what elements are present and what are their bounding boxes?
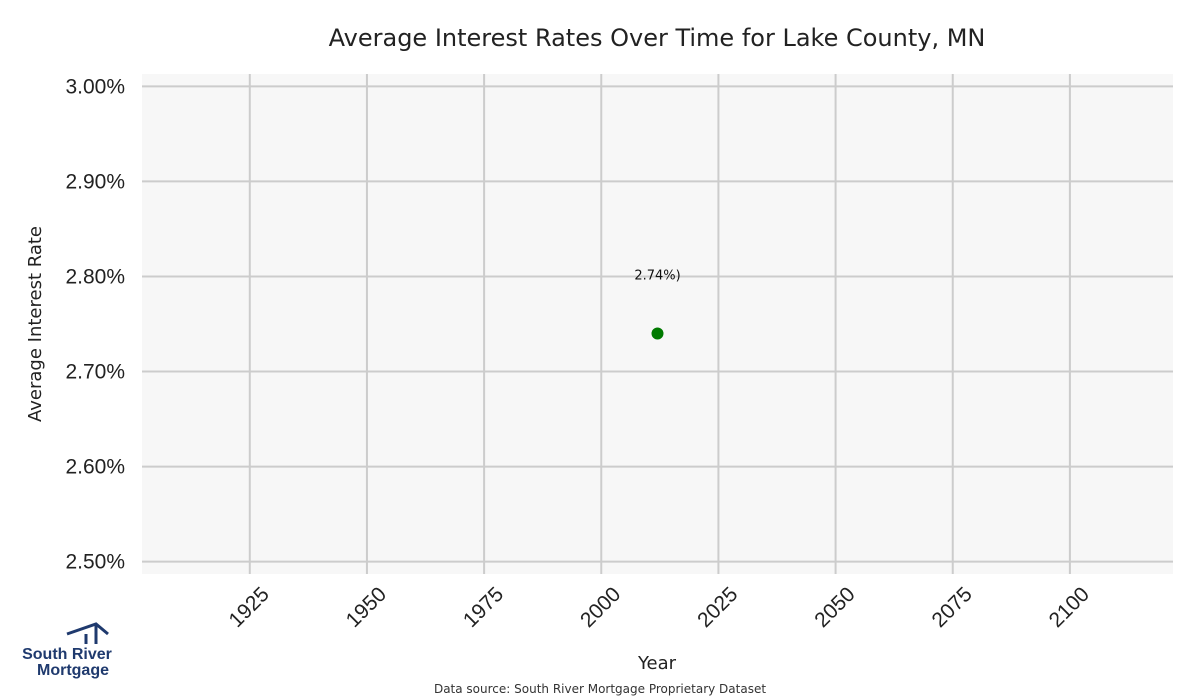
data-points: 2.74%): [634, 269, 681, 340]
grid-lines: [142, 74, 1173, 574]
y-tick-label: 2.90%: [65, 170, 125, 193]
y-axis-ticks: 2.50% 2.60% 2.70% 2.80% 2.90% 3.00%: [65, 75, 125, 573]
data-source-note: Data source: South River Mortgage Propri…: [434, 682, 766, 696]
logo-line-2: Mortgage: [37, 662, 109, 679]
y-tick-label: 2.60%: [65, 456, 125, 479]
x-tick-label: 2100: [1045, 583, 1094, 632]
x-axis-ticks: 1925 1950 1975 2000 2025 2050 2075 2100: [225, 583, 1094, 632]
x-axis-label: Year: [637, 653, 677, 674]
logo-line-1: South River: [22, 646, 112, 663]
x-tick-label: 1950: [342, 583, 391, 632]
data-point: [651, 327, 664, 340]
y-tick-label: 2.70%: [65, 361, 125, 384]
y-tick-label: 2.50%: [65, 551, 125, 574]
y-tick-label: 3.00%: [65, 75, 125, 98]
chart-title: Average Interest Rates Over Time for Lak…: [329, 24, 986, 52]
x-tick-label: 1925: [225, 583, 274, 632]
x-tick-label: 1975: [459, 583, 508, 632]
y-axis-label: Average Interest Rate: [25, 226, 46, 422]
house-roof-icon: [66, 622, 109, 644]
plot-area: [142, 74, 1173, 574]
company-logo: South River Mortgage: [22, 622, 112, 679]
x-tick-label: 2025: [693, 583, 742, 632]
data-point-label: 2.74%): [634, 269, 680, 284]
x-tick-label: 2075: [927, 583, 976, 632]
x-tick-label: 2000: [576, 583, 625, 632]
y-tick-label: 2.80%: [65, 265, 125, 288]
x-tick-label: 2050: [810, 583, 859, 632]
